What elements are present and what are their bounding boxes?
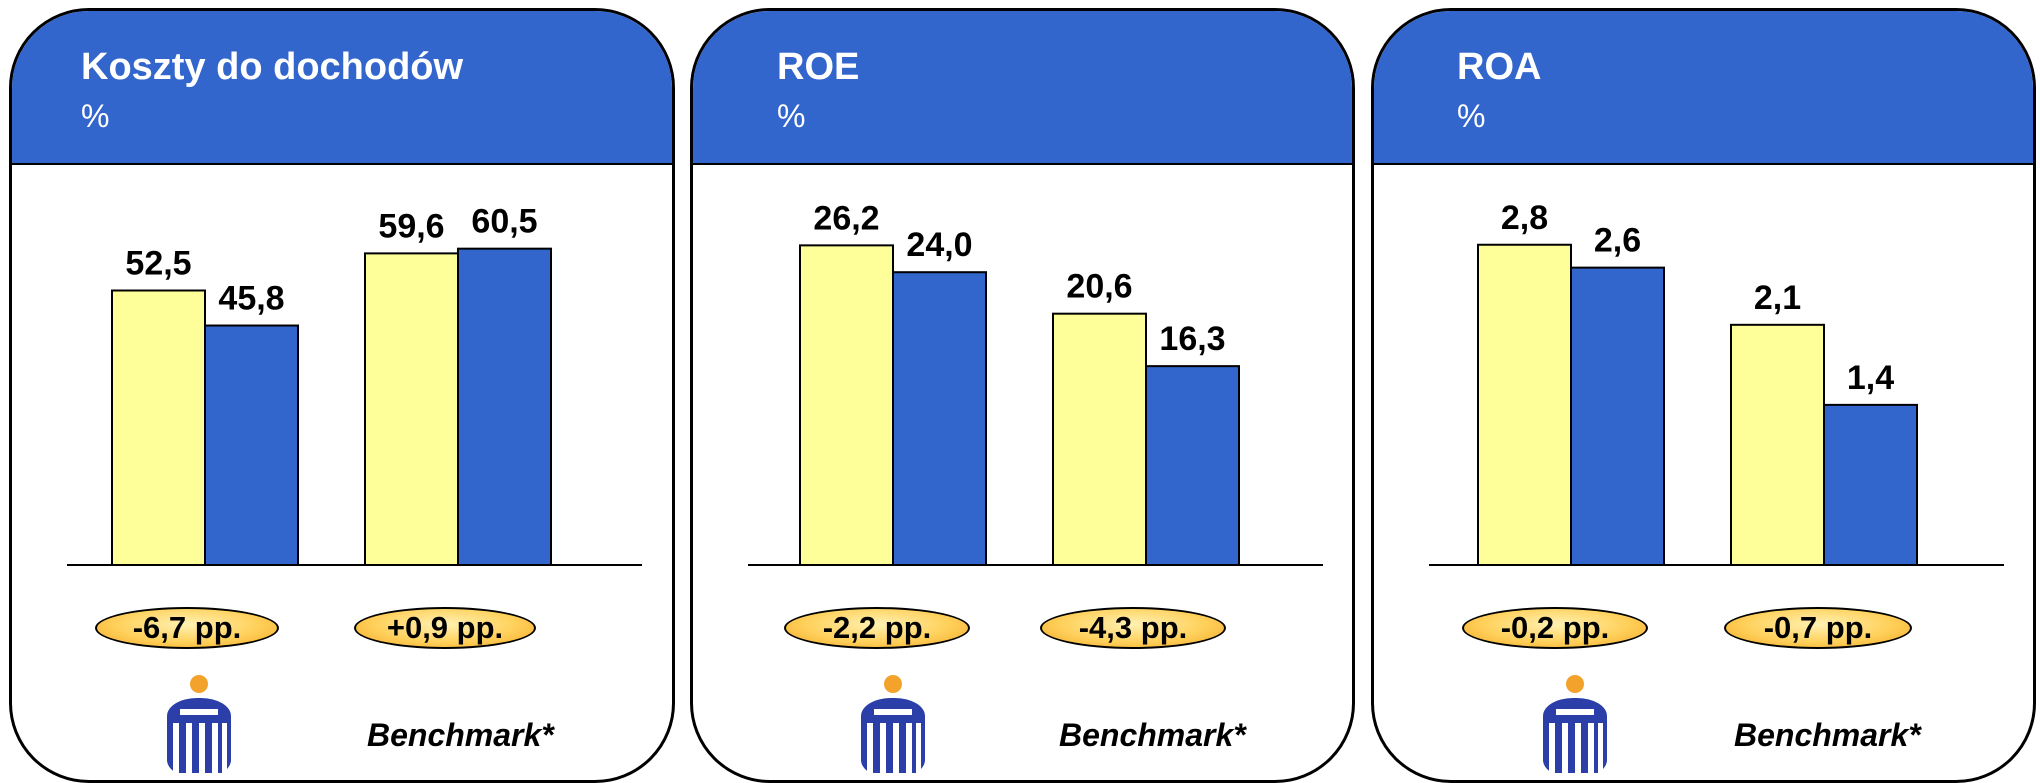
bar-chart: 26,2 24,0 20,6 16,3 — [748, 199, 1323, 567]
data-label: 16,3 — [1159, 320, 1225, 358]
benchmark-label: Benchmark* — [367, 717, 554, 753]
benchmark-label: Benchmark* — [1059, 717, 1246, 753]
chart-panel-2: ROE% 26,2 24,0 20,6 16,3 -2,2 pp. -4,3 pp. Benc… — [690, 8, 1355, 783]
bar-pko-prev — [111, 289, 206, 566]
bar-benchmark-curr — [1145, 365, 1240, 567]
bar-benchmark-prev — [1052, 312, 1147, 566]
data-label: 24,0 — [906, 226, 972, 264]
chart-title: Koszty do dochodów — [81, 46, 464, 88]
data-label: 20,6 — [1066, 268, 1132, 306]
difference-badge: -2,2 pp. — [784, 607, 970, 649]
data-label: 1,4 — [1847, 359, 1894, 397]
data-label: 52,5 — [125, 245, 191, 283]
difference-badge: +0,9 pp. — [354, 607, 536, 649]
chart-unit: % — [1457, 98, 1486, 134]
bar-pko-prev — [1477, 243, 1572, 566]
difference-badge: -0,2 pp. — [1462, 607, 1648, 649]
panel-header: ROE% — [693, 11, 1352, 165]
data-label: 59,6 — [378, 207, 444, 245]
bar-benchmark-curr — [457, 247, 552, 567]
difference-badge: -4,3 pp. — [1040, 607, 1226, 649]
pko-logo-icon — [1543, 675, 1607, 773]
data-label: 60,5 — [471, 203, 537, 241]
panel-header: ROA% — [1374, 11, 2033, 165]
benchmark-label: Benchmark* — [1734, 717, 1921, 753]
chart-unit: % — [81, 98, 110, 134]
data-label: 45,8 — [218, 280, 284, 318]
chart-title: ROA — [1457, 46, 1542, 88]
pko-logo-icon — [167, 675, 231, 773]
data-label: 26,2 — [813, 199, 879, 237]
difference-badge: -6,7 pp. — [95, 607, 279, 649]
bar-benchmark-prev — [1730, 323, 1825, 566]
bar-benchmark-prev — [364, 252, 459, 566]
pko-logo-icon — [861, 675, 925, 773]
chart-title: ROE — [777, 46, 860, 88]
chart-panel-3: ROA% 2,8 2,6 2,1 1,4 -0,2 pp. -0,7 pp. Benchmar… — [1371, 8, 2036, 783]
bar-pko-prev — [799, 244, 894, 567]
chart-unit: % — [777, 98, 806, 134]
chart-panel-1: Koszty do dochodów% 52,5 45,8 59,6 60,5 -6,7 … — [9, 8, 675, 783]
bar-chart: 2,8 2,6 2,1 1,4 — [1429, 199, 2004, 566]
bar-chart: 52,5 45,8 59,6 60,5 — [67, 203, 642, 567]
data-label: 2,8 — [1501, 199, 1548, 237]
bar-pko-curr — [204, 324, 299, 566]
bar-pko-curr — [1570, 266, 1665, 566]
bar-pko-curr — [892, 271, 987, 566]
data-label: 2,1 — [1754, 279, 1801, 317]
bar-benchmark-curr — [1823, 403, 1918, 566]
data-label: 2,6 — [1594, 222, 1641, 260]
difference-badge: -0,7 pp. — [1724, 607, 1912, 649]
panel-header: Koszty do dochodów% — [12, 11, 672, 165]
